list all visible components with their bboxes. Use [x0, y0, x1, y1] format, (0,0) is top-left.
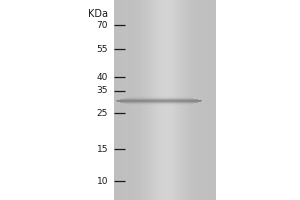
Bar: [156, 0, 157, 200]
Bar: [182, 0, 183, 200]
Bar: [175, 0, 176, 200]
Bar: [163, 0, 164, 200]
Text: 40: 40: [97, 72, 108, 82]
Bar: [128, 0, 129, 200]
Bar: [208, 0, 210, 200]
Bar: [150, 0, 151, 200]
Text: 70: 70: [97, 21, 108, 29]
Bar: [171, 0, 173, 200]
Bar: [145, 0, 146, 200]
Bar: [140, 0, 141, 200]
Bar: [155, 0, 156, 200]
Bar: [114, 0, 216, 200]
Bar: [115, 0, 116, 200]
Bar: [203, 0, 205, 200]
Text: 55: 55: [97, 45, 108, 53]
Bar: [190, 0, 192, 200]
Bar: [138, 0, 140, 200]
Bar: [123, 0, 124, 200]
Bar: [154, 0, 155, 200]
Bar: [210, 0, 211, 200]
Bar: [179, 0, 180, 200]
Bar: [136, 0, 137, 200]
Bar: [189, 0, 190, 200]
Bar: [188, 0, 189, 200]
Bar: [141, 0, 142, 200]
Bar: [127, 0, 128, 200]
Bar: [215, 0, 216, 200]
Bar: [166, 0, 167, 200]
Bar: [174, 0, 175, 200]
Bar: [198, 0, 200, 200]
Bar: [214, 0, 215, 200]
Text: 25: 25: [97, 108, 108, 117]
Bar: [125, 0, 127, 200]
Bar: [143, 0, 145, 200]
Bar: [194, 0, 196, 200]
Bar: [212, 0, 214, 200]
Bar: [185, 0, 187, 200]
Bar: [157, 0, 159, 200]
Bar: [133, 0, 134, 200]
Bar: [176, 0, 178, 200]
Bar: [148, 0, 150, 200]
Bar: [201, 0, 202, 200]
Bar: [183, 0, 184, 200]
Bar: [137, 0, 138, 200]
Bar: [116, 0, 118, 200]
Bar: [152, 0, 154, 200]
Bar: [146, 0, 147, 200]
Bar: [184, 0, 185, 200]
Bar: [134, 0, 136, 200]
Bar: [193, 0, 194, 200]
Bar: [169, 0, 170, 200]
Bar: [211, 0, 212, 200]
Text: 15: 15: [97, 144, 108, 154]
Bar: [132, 0, 133, 200]
Bar: [129, 0, 130, 200]
Bar: [120, 0, 122, 200]
Text: 10: 10: [97, 176, 108, 186]
Bar: [122, 0, 123, 200]
Bar: [142, 0, 143, 200]
Text: 35: 35: [97, 86, 108, 95]
Bar: [173, 0, 174, 200]
Bar: [207, 0, 208, 200]
Bar: [178, 0, 179, 200]
Bar: [202, 0, 203, 200]
Bar: [160, 0, 161, 200]
Bar: [124, 0, 125, 200]
Bar: [170, 0, 171, 200]
Bar: [180, 0, 181, 200]
Bar: [164, 0, 165, 200]
Bar: [187, 0, 188, 200]
Bar: [119, 0, 120, 200]
Bar: [200, 0, 201, 200]
Bar: [196, 0, 197, 200]
Bar: [165, 0, 166, 200]
Text: KDa: KDa: [88, 9, 108, 19]
Bar: [159, 0, 160, 200]
Bar: [192, 0, 193, 200]
Bar: [168, 0, 169, 200]
Bar: [206, 0, 207, 200]
Bar: [197, 0, 198, 200]
Bar: [151, 0, 152, 200]
Bar: [130, 0, 132, 200]
Bar: [205, 0, 206, 200]
Bar: [118, 0, 119, 200]
Bar: [147, 0, 148, 200]
Bar: [114, 0, 115, 200]
Bar: [161, 0, 163, 200]
